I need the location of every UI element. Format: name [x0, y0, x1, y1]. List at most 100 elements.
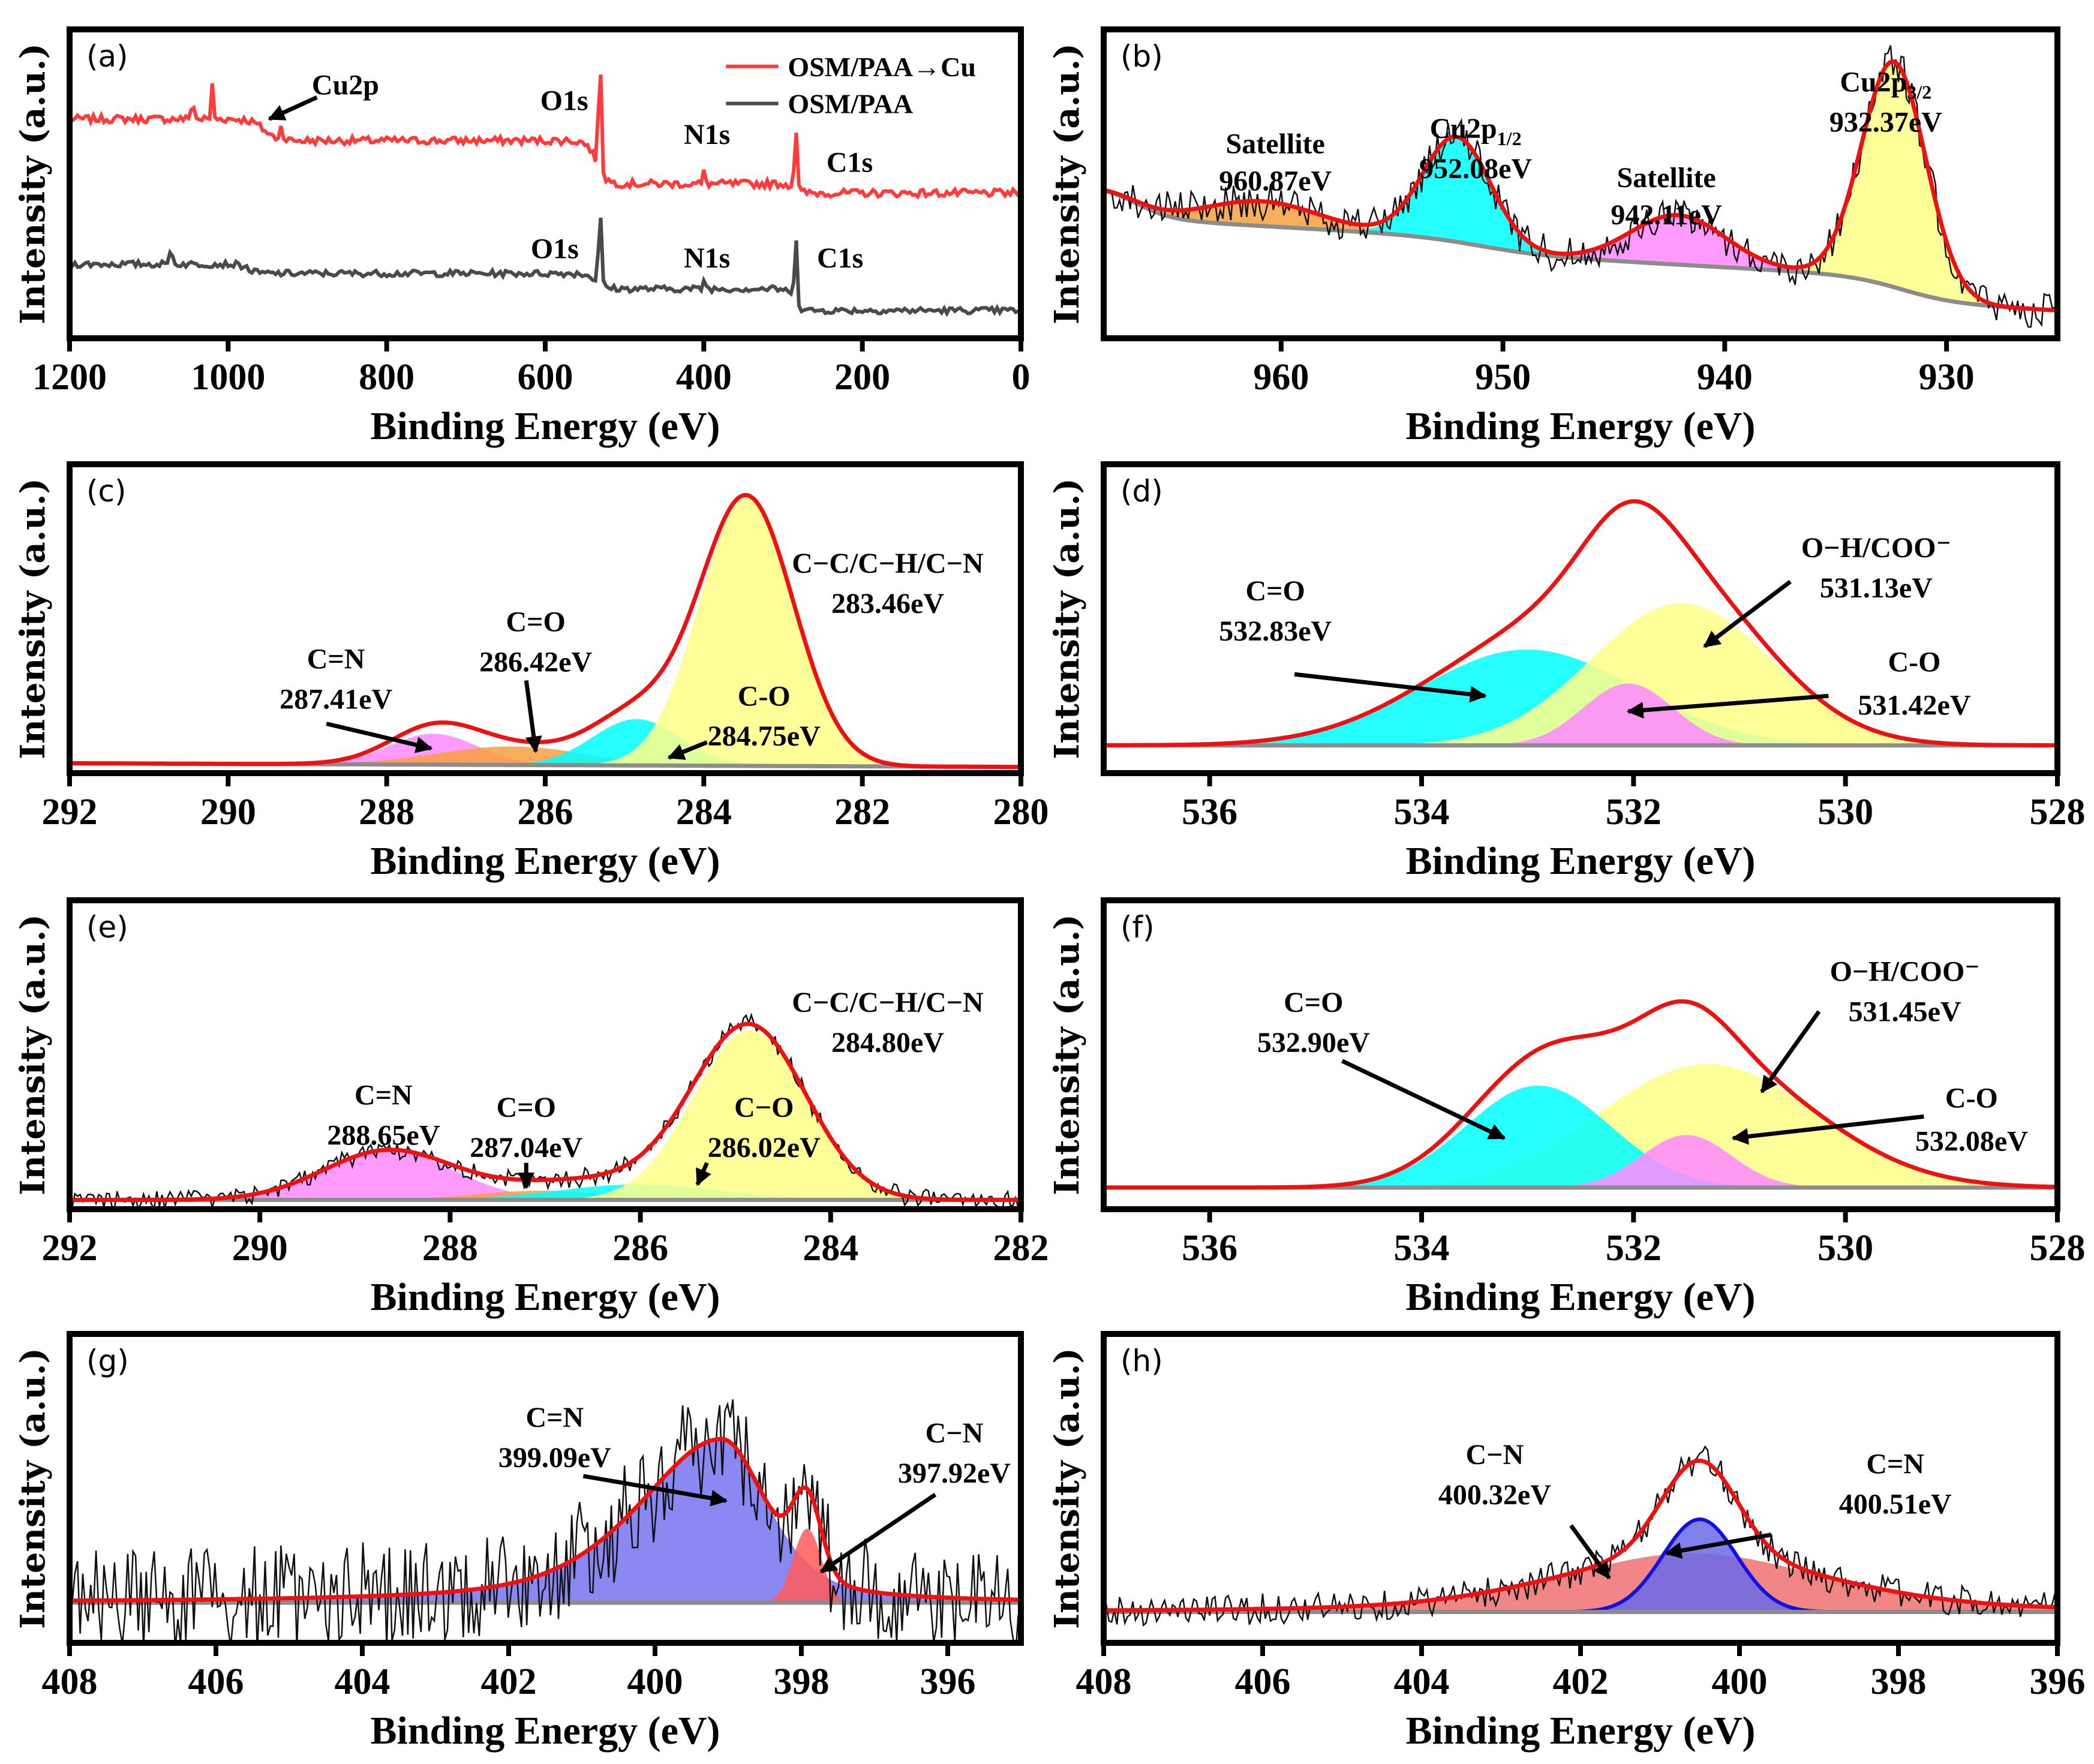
plot-frame	[1101, 897, 2060, 1212]
x-tick-label: 398	[1871, 1661, 1927, 1702]
x-tick-label: 402	[481, 1661, 537, 1702]
x-tick-label: 1000	[191, 357, 265, 398]
x-tick-label: 282	[834, 792, 890, 833]
x-tick-label: 398	[774, 1661, 830, 1702]
x-axis-label: Binding Energy (eV)	[370, 404, 720, 448]
fitted-envelope-line	[1104, 59, 2057, 312]
y-axis-label: Intensity (a.u.)	[1047, 43, 1087, 324]
peak-annotation: C=O	[497, 1092, 556, 1123]
raw-data-line	[1104, 1445, 2057, 1627]
x-tick-label: 536	[1182, 1228, 1237, 1269]
x-tick-label: 404	[1394, 1661, 1450, 1702]
annotation-arrow	[524, 680, 542, 753]
fitted-envelope-line	[1104, 1458, 2057, 1613]
peak-annotation: Cu2p3/2	[1840, 67, 1931, 103]
raw-data-line	[1104, 45, 2057, 328]
x-tick-label: 800	[359, 357, 414, 398]
annotation-arrow	[326, 722, 433, 753]
fitted-envelope-line	[70, 492, 1021, 770]
peak-annotation: Cu2p1/2	[1430, 113, 1522, 149]
annotation-arrow	[819, 1492, 937, 1574]
x-axis-label: Binding Energy (eV)	[1405, 839, 1755, 883]
peak-annotation: 400.51eV	[1839, 1488, 1952, 1520]
peak-annotation: C=O	[1284, 987, 1343, 1018]
peak-annotation: C−N	[926, 1417, 984, 1449]
x-tick-label: 600	[518, 357, 573, 398]
peak-annotation: C-O	[1888, 647, 1941, 678]
x-tick-label: 292	[42, 1228, 98, 1269]
plot-frame	[67, 1331, 1024, 1646]
y-axis-label: Intensity (a.u.)	[1047, 478, 1087, 759]
fitted-envelope-line	[1104, 499, 2057, 748]
panel-g: 408 406 404 402 400 398 396 Binding Energy (eV)…	[13, 1331, 1024, 1753]
x-axis-label: Binding Energy (eV)	[370, 839, 720, 883]
peak-annotation: 532.90eV	[1257, 1027, 1370, 1059]
annotation-arrow	[667, 740, 708, 760]
peak-annotation: C1s	[827, 146, 873, 178]
peak-annotation: Satellite	[1226, 128, 1325, 160]
peak-annotation: C=N	[1866, 1448, 1924, 1480]
fitted-envelope-line	[70, 1021, 1021, 1202]
plot-area	[1104, 499, 2057, 748]
plot-area	[70, 492, 1021, 770]
plot-frame	[67, 897, 1024, 1212]
x-tick-label: 532	[1606, 792, 1662, 833]
annotation-arrow	[1760, 1010, 1821, 1093]
x-tick-label: 940	[1697, 357, 1753, 398]
panel-b: 960 950 940 930 Binding Energy (eV) Intensity…	[1047, 26, 2060, 448]
peak-annotation: C1s	[817, 242, 863, 274]
component-peak-2	[70, 1184, 1021, 1200]
x-tick-label: 286	[612, 1228, 668, 1269]
component-peak-1	[1104, 1086, 2057, 1188]
peak-annotation: 283.46eV	[831, 588, 944, 620]
panel-label: (h)	[1120, 1344, 1163, 1378]
x-tick-label: 290	[232, 1228, 288, 1269]
peak-annotation: 286.02eV	[708, 1132, 821, 1164]
x-tick-label: 402	[1553, 1661, 1609, 1702]
x-tick-label: 292	[42, 792, 98, 833]
x-tick-label: 400	[676, 357, 732, 398]
component-peak-3	[70, 1030, 1021, 1200]
annotation-arrow	[1341, 1059, 1506, 1140]
peak-annotation: C=N	[526, 1402, 584, 1434]
x-axis-label: Binding Energy (eV)	[370, 1275, 720, 1319]
peak-annotation: 532.83eV	[1219, 615, 1332, 647]
annotation-arrow	[1665, 1532, 1772, 1559]
x-tick-label: 400	[627, 1661, 683, 1702]
peak-annotation: 531.45eV	[1849, 996, 1961, 1027]
annotation-arrow	[695, 1162, 711, 1186]
peak-annotation: 952.08eV	[1419, 153, 1532, 185]
x-tick-label: 930	[1919, 357, 1975, 398]
x-tick-label: 532	[1606, 1228, 1662, 1269]
x-tick-label: 282	[993, 1228, 1049, 1269]
annotation-subscript: 1/2	[1497, 128, 1522, 149]
peak-annotation: N1s	[684, 119, 730, 151]
peak-annotation: 287.04eV	[470, 1132, 582, 1164]
peak-annotation: C-O	[1945, 1083, 1998, 1114]
legend-label: OSM/PAA→Cu	[788, 52, 976, 82]
x-tick-label: 404	[335, 1661, 390, 1702]
x-tick-label: 534	[1394, 792, 1450, 833]
peak-annotation: N1s	[684, 242, 730, 274]
peak-annotation: O1s	[531, 233, 579, 265]
x-tick-label: 280	[993, 792, 1049, 833]
x-tick-label: 530	[1817, 792, 1873, 833]
panel-f: 536 534 532 530 528 Binding Energy (eV) Intens…	[1047, 897, 2086, 1319]
peak-annotation: Satellite	[1617, 162, 1716, 194]
peak-annotation: O−H/COO⁻	[1801, 532, 1951, 564]
peak-annotation: O−H/COO⁻	[1830, 955, 1980, 987]
peak-annotation: C−C/C−H/C−N	[792, 548, 984, 579]
x-tick-label: 200	[834, 357, 890, 398]
series-line-1	[70, 217, 1021, 317]
x-tick-label: 406	[188, 1661, 244, 1702]
panel-label: (b)	[1120, 39, 1163, 74]
peak-annotation: C-O	[738, 680, 791, 712]
plot-frame	[1101, 26, 2060, 341]
x-axis-label: Binding Energy (eV)	[1405, 1709, 1755, 1753]
legend-label: OSM/PAA	[788, 89, 913, 119]
panel-label: (f)	[1120, 910, 1155, 945]
legend: OSM/PAA→Cu OSM/PAA	[726, 52, 976, 119]
peak-annotation: C−O	[734, 1092, 794, 1123]
x-tick-label: 286	[518, 792, 573, 833]
